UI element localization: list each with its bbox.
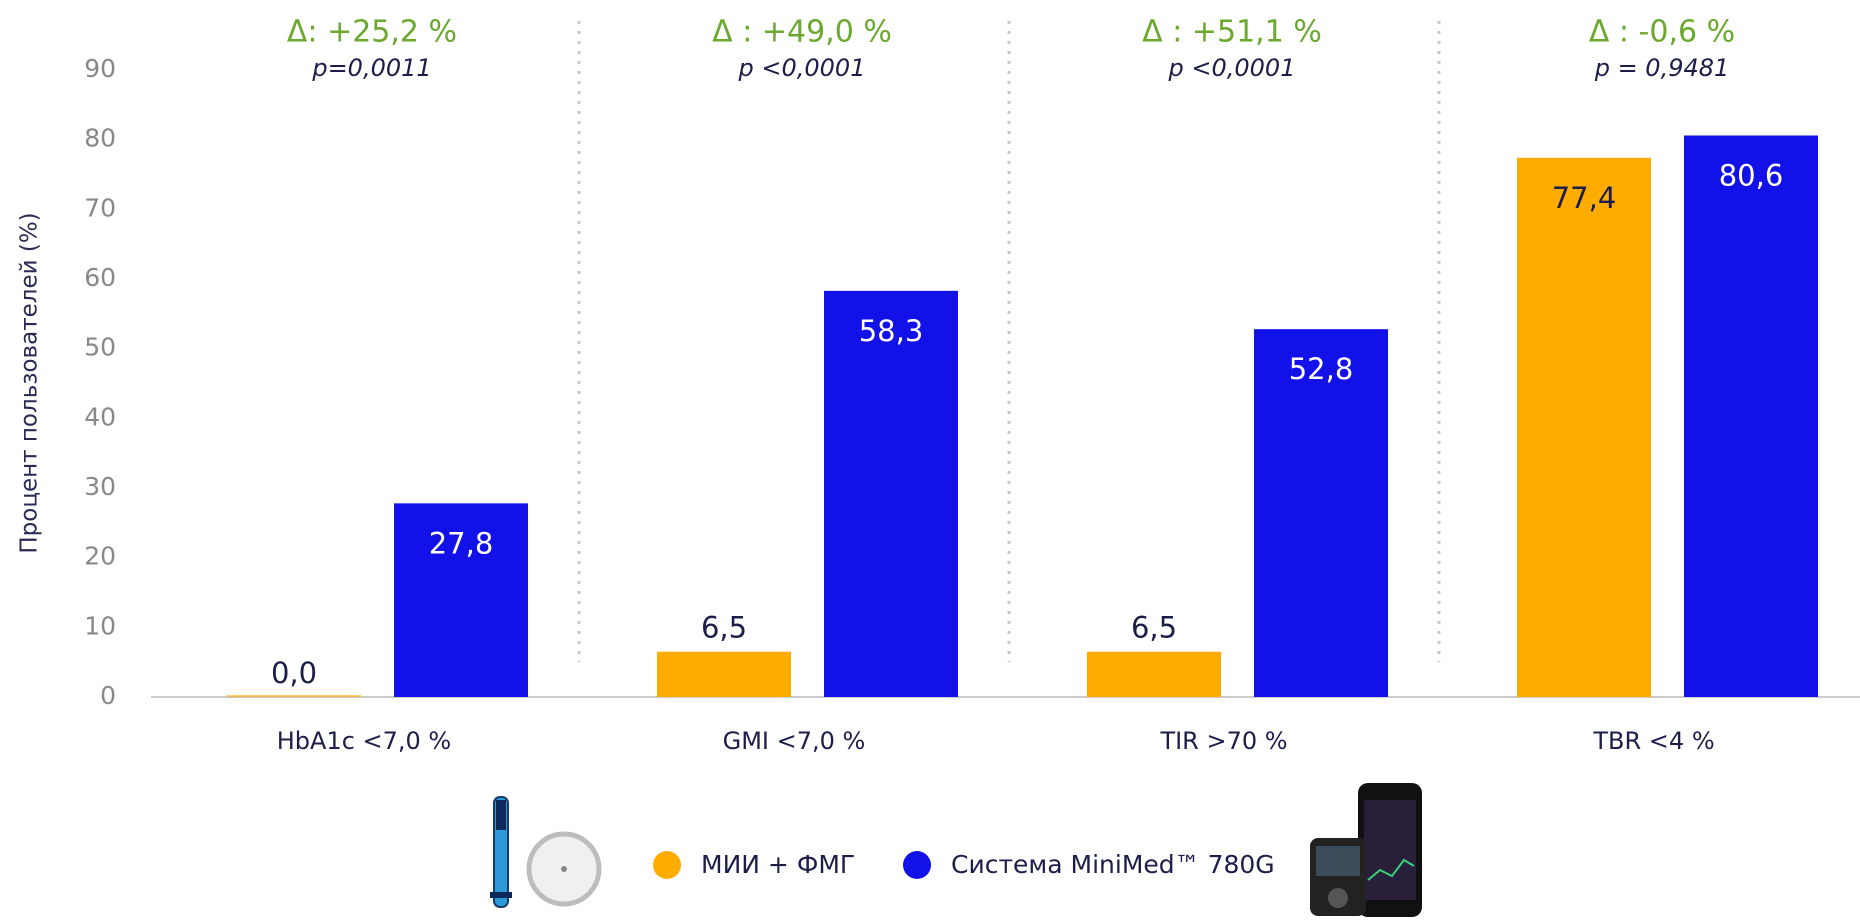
p-value: p=0,0011 [311,54,431,82]
x-tick-label: GMI <7,0 % [723,727,866,755]
p-value: p = 0,9481 [1594,54,1730,82]
y-tick-label: 30 [84,472,116,501]
y-tick-label: 70 [84,193,116,222]
y-tick-label: 40 [84,402,116,431]
x-tick-label: HbA1c <7,0 % [277,727,452,755]
y-tick-label: 80 [84,124,116,153]
y-tick-label: 90 [84,54,116,83]
y-tick-label: 20 [84,542,116,571]
bar [824,290,958,697]
delta-annotation: Δ: +25,2 % [287,15,457,50]
bar [657,651,791,697]
value-label: 27,8 [429,526,494,560]
value-label: 6,5 [701,611,747,645]
p-value: p <0,0001 [1168,54,1296,82]
legend-label: Система MiniMed™ 780G [951,850,1275,879]
bar [1517,157,1651,697]
bar [1087,651,1221,697]
y-tick-label: 10 [84,611,116,640]
x-tick-label: TIR >70 % [1159,727,1287,755]
y-axis-label: Процент пользователей (%) [17,212,43,553]
x-tick-label: TBR <4 % [1592,727,1714,755]
sensor-icon [526,831,602,907]
bar [227,695,361,697]
bar [394,503,528,697]
delta-annotation: Δ : +51,1 % [1142,15,1322,50]
delta-annotation: Δ : +49,0 % [712,15,892,50]
y-tick-label: 50 [84,333,116,362]
value-label: 77,4 [1552,181,1617,215]
value-label: 58,3 [859,314,924,348]
pump-icon [1310,783,1422,917]
legend-marker [903,851,931,879]
bar [1684,135,1818,697]
legend-label: МИИ + ФМГ [701,850,855,879]
value-label: 52,8 [1289,352,1354,386]
y-tick-label: 60 [84,263,116,292]
bar [1254,329,1388,697]
y-tick-label: 0 [100,681,116,710]
value-label: 6,5 [1131,611,1177,645]
delta-annotation: Δ : -0,6 % [1589,15,1735,50]
value-label: 80,6 [1719,158,1784,192]
legend-marker [653,851,681,879]
p-value: p <0,0001 [738,54,866,82]
pen-icon [490,796,512,908]
value-label: 0,0 [271,656,317,690]
